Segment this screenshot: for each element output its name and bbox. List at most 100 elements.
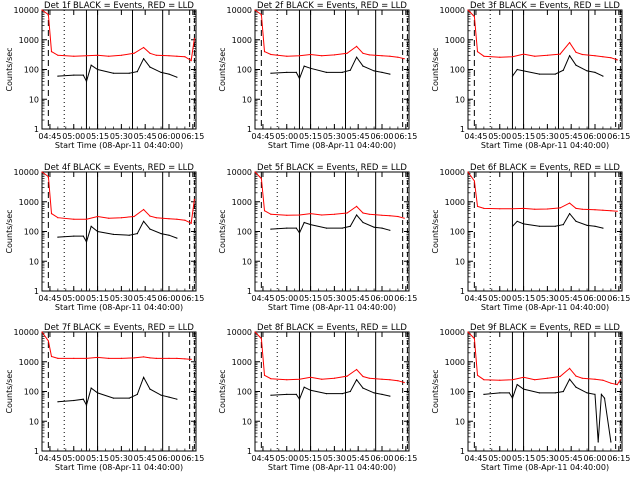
data-point-black	[160, 233, 162, 235]
data-point-black	[508, 392, 510, 394]
data-point-black	[356, 214, 358, 216]
data-point-black	[97, 392, 99, 394]
y-axis-label: Counts/sec	[5, 47, 14, 91]
data-point-red	[133, 215, 135, 218]
data-point-black	[128, 397, 130, 399]
data-point-red	[155, 357, 157, 359]
x-tick-label: 06:15	[181, 294, 204, 303]
data-point-red	[610, 57, 612, 59]
x-tick-label: 04:45	[464, 132, 487, 141]
data-point-red	[602, 56, 604, 58]
x-tick-label: 05:15	[299, 132, 322, 141]
data-point-black	[538, 73, 541, 75]
data-point-red	[397, 56, 399, 58]
x-tick-label: 05:30	[110, 454, 133, 463]
data-point-red	[321, 55, 323, 57]
series-line-black	[57, 376, 178, 407]
x-tick-label: 05:30	[110, 294, 133, 303]
data-point-red	[97, 54, 99, 56]
data-point-black	[270, 394, 272, 396]
data-point-red	[499, 208, 501, 210]
data-point-black	[90, 64, 92, 66]
data-point-red	[321, 214, 323, 216]
data-point-black	[295, 393, 297, 395]
x-tick-label: 06:00	[157, 294, 180, 303]
data-point-red	[333, 213, 335, 215]
data-point-red	[356, 368, 358, 371]
data-point-red	[260, 14, 262, 16]
data-point-red	[389, 215, 391, 217]
y-tick-label: 1000	[445, 198, 465, 207]
data-point-black	[554, 225, 556, 227]
chart-title: Det 1f BLACK = Events, RED = LLD	[44, 1, 194, 11]
data-point-black	[82, 235, 84, 237]
plot-frame	[41, 331, 197, 452]
series-line-red	[254, 331, 405, 383]
data-point-red	[254, 171, 256, 173]
y-tick-label: 1000	[19, 198, 39, 207]
data-point-black	[298, 398, 301, 400]
x-tick-label: 06:00	[370, 454, 393, 463]
data-point-black	[286, 393, 288, 395]
data-point-red	[286, 214, 288, 216]
chart-panel-3: Det 3f BLACK = Events, RED = LLD 1 10 100 10…	[431, 1, 630, 150]
data-point-black	[569, 213, 571, 215]
data-point-black	[594, 393, 596, 395]
data-point-red	[270, 378, 272, 380]
data-point-red	[381, 378, 383, 380]
data-point-black	[128, 234, 130, 236]
data-point-red	[176, 218, 178, 220]
data-point-red	[263, 374, 266, 376]
data-point-red	[356, 45, 358, 48]
data-point-black	[562, 69, 564, 71]
y-tick-label: 100	[24, 388, 39, 397]
data-point-red	[143, 356, 145, 358]
data-point-red	[346, 375, 348, 377]
y-tick-label: 10000	[227, 6, 252, 15]
data-point-red	[298, 55, 301, 57]
y-tick-label: 1000	[445, 36, 465, 45]
data-point-red	[133, 52, 135, 54]
x-tick-label: 06:00	[583, 454, 606, 463]
x-tick-label: 06:15	[607, 454, 630, 463]
y-tick-label: 1	[247, 125, 252, 134]
data-point-black	[381, 393, 383, 395]
y-tick-label: 10000	[14, 6, 39, 15]
data-point-red	[50, 355, 53, 358]
data-point-red	[310, 53, 312, 56]
data-point-red	[310, 213, 312, 215]
y-tick-label: 100	[237, 388, 252, 397]
data-point-black	[325, 393, 327, 395]
x-tick-label: 05:00	[275, 132, 298, 141]
data-point-red	[41, 9, 43, 11]
x-tick-label: 05:45	[134, 294, 157, 303]
data-point-red	[575, 375, 577, 377]
data-point-black	[349, 390, 351, 393]
data-point-black	[586, 392, 588, 394]
data-point-red	[356, 205, 358, 207]
series-line-black	[512, 212, 604, 229]
x-tick-label: 05:30	[110, 132, 133, 141]
x-tick-label: 05:15	[299, 454, 322, 463]
y-axis-label: Counts/sec	[431, 209, 440, 253]
data-point-black	[176, 76, 178, 78]
data-point-red	[184, 56, 186, 58]
data-point-red	[57, 54, 59, 56]
data-point-red	[381, 55, 383, 57]
data-point-red	[310, 376, 312, 378]
data-point-black	[373, 392, 375, 394]
plot-frame	[254, 9, 410, 130]
x-tick-label: 06:00	[370, 294, 393, 303]
chart-panel-4: Det 4f BLACK = Events, RED = LLD 1 10 100 10…	[5, 163, 204, 312]
data-point-red	[397, 380, 399, 382]
chart-panel-8: Det 8f BLACK = Events, RED = LLD 1 10 100 10…	[218, 323, 417, 472]
plot-frame	[467, 171, 623, 292]
data-point-black	[325, 227, 327, 229]
series-line-black	[57, 220, 178, 244]
data-point-red	[581, 53, 583, 56]
chart-panel-2: Det 2f BLACK = Events, RED = LLD 1 10 100 10…	[218, 1, 417, 150]
data-point-black	[298, 232, 301, 234]
data-point-red	[133, 357, 135, 359]
data-point-red	[594, 209, 596, 211]
data-point-black	[298, 77, 301, 80]
